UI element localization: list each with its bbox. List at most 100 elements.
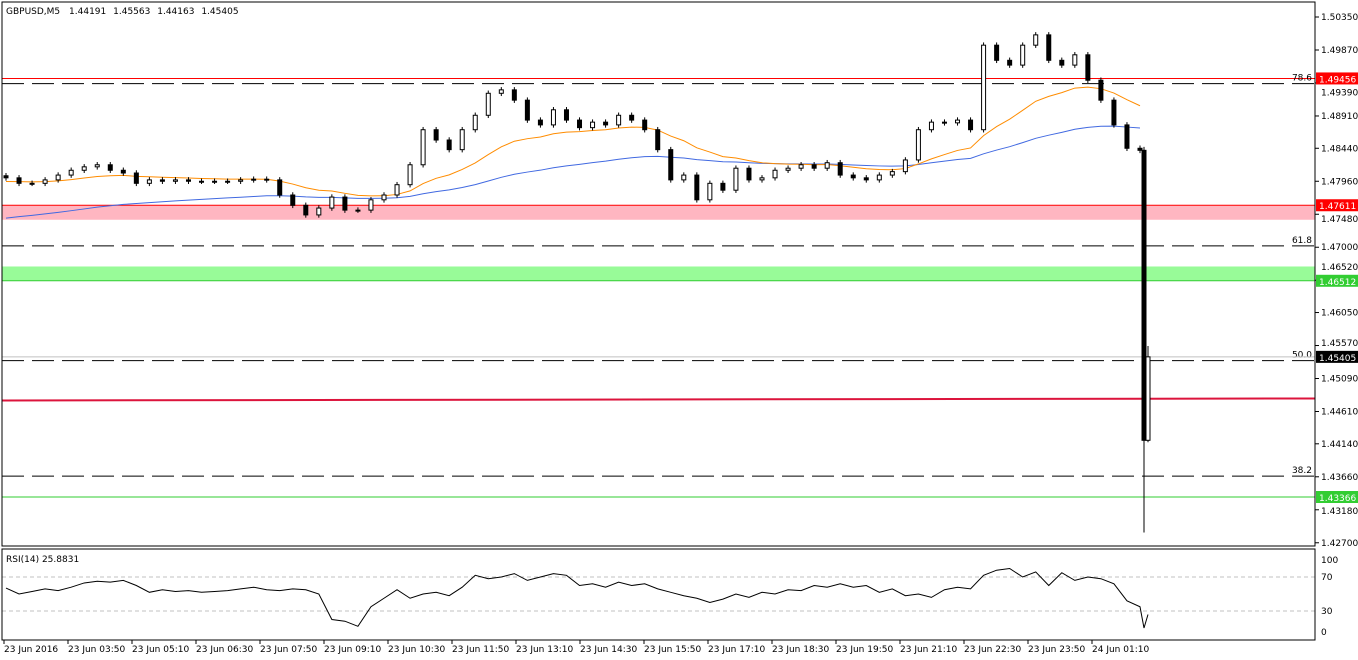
candle-bear: [577, 119, 583, 129]
candle-bull: [824, 162, 830, 169]
x-tick-label: 23 Jun 11:50: [452, 645, 509, 655]
x-tick-label: 23 Jun 23:50: [1028, 645, 1085, 655]
candle-bear: [159, 179, 165, 182]
candle-bear: [629, 114, 635, 121]
candle-bull: [1033, 34, 1039, 46]
candle-bear: [303, 204, 309, 216]
candle-bear: [120, 169, 126, 174]
candle-bull: [498, 89, 504, 94]
x-tick-label: 23 Jun 19:50: [836, 645, 893, 655]
candle-bear: [133, 172, 139, 184]
candle-bear: [524, 99, 530, 121]
fib-label: 78.6: [1292, 74, 1312, 84]
candle-bull: [616, 114, 622, 126]
candle-bull: [68, 169, 74, 176]
price-badge-1.46512-text: 1.46512: [1319, 278, 1356, 288]
candle-bull: [928, 121, 934, 131]
candle-bear: [811, 164, 817, 169]
price-badge-1.49456-text: 1.49456: [1319, 75, 1356, 85]
candle-bull: [368, 199, 374, 211]
y-tick-label: 1.49390: [1321, 88, 1358, 98]
candle-bull: [394, 184, 400, 196]
x-tick-label: 23 Jun 21:10: [900, 645, 957, 655]
candle-bear: [1007, 59, 1013, 66]
candle-bull: [381, 194, 387, 201]
x-tick-label: 23 Jun 13:10: [516, 645, 573, 655]
bid-badge: [1316, 350, 1358, 363]
candle-bear: [1098, 79, 1104, 101]
candle-bull: [889, 171, 895, 176]
x-tick-label: 23 Jun 10:30: [388, 645, 445, 655]
zone-1.47611: [2, 205, 1315, 220]
y-tick-label: 1.46050: [1321, 309, 1358, 319]
fast-ma-line: [5, 86, 1141, 197]
candle-bull: [355, 209, 361, 212]
x-tick-label: 23 Jun 22:30: [964, 645, 1021, 655]
y-tick-label: 1.47960: [1321, 177, 1358, 187]
fib-label: 50.0: [1292, 351, 1312, 361]
candle-bull: [772, 169, 778, 179]
candle-bull: [329, 196, 335, 209]
y-tick-label: 1.44610: [1321, 408, 1358, 418]
candle-bear: [694, 174, 700, 201]
y-tick-label: 1.47480: [1321, 215, 1358, 225]
y-tick-label: 1.43180: [1321, 507, 1358, 517]
candle-bear: [941, 121, 947, 124]
rsi-tick-label: 70: [1321, 573, 1333, 583]
bid-badge-text: 1.45405: [1319, 354, 1356, 364]
zone-1.46512: [2, 266, 1315, 281]
candle-bull: [733, 167, 739, 191]
candle-bull: [459, 129, 465, 151]
x-tick-label: 23 Jun 09:10: [324, 645, 381, 655]
candle-bull: [212, 180, 218, 183]
y-tick-label: 1.50350: [1321, 13, 1358, 23]
y-tick-label: 1.46520: [1321, 263, 1358, 273]
chart-header: GBPUSD,M5 1.44191 1.45563 1.44163 1.4540…: [6, 7, 239, 17]
candle-bull: [590, 121, 596, 129]
y-tick-label: 1.43660: [1321, 473, 1358, 483]
ohlc-close: 1.45405: [201, 7, 238, 17]
x-tick-label: 23 Jun 17:10: [708, 645, 765, 655]
candle-bull: [485, 92, 491, 116]
candle-bull: [981, 44, 987, 131]
x-tick-label: 23 Jun 03:50: [68, 645, 125, 655]
candle-bull: [1145, 356, 1151, 441]
candle-bear: [563, 109, 569, 121]
candle-bear: [850, 174, 856, 179]
candle-bull: [94, 164, 100, 168]
x-tick-label: 23 Jun 05:10: [132, 645, 189, 655]
y-tick-label: 1.49870: [1321, 46, 1358, 56]
x-tick-label: 23 Jun 18:30: [772, 645, 829, 655]
candle-bull: [29, 182, 35, 185]
candle-bull: [420, 129, 426, 166]
candle-bull: [681, 174, 687, 181]
price-badge-1.47611-text: 1.47611: [1319, 202, 1356, 212]
rsi-tick-label: 100: [1321, 556, 1338, 566]
candle-bull: [146, 179, 152, 184]
candle-bull: [199, 180, 205, 183]
candle-bull: [251, 178, 257, 181]
x-tick-label: 23 Jun 06:30: [196, 645, 253, 655]
candle-bull: [785, 167, 791, 171]
candle-bear: [863, 177, 869, 181]
candle-bear: [655, 129, 661, 151]
main-plot: 78.6 61.8 50.0 38.2: [1, 32, 1316, 533]
candle-bull: [902, 159, 908, 173]
rsi-tick-label: 30: [1321, 607, 1333, 617]
candle-bear: [16, 177, 22, 184]
candle-bear: [720, 182, 726, 191]
candle-bear: [642, 119, 648, 131]
candle-bull: [316, 207, 322, 216]
rsi-plot: [2, 567, 1315, 629]
x-tick-label: 24 Jun 01:10: [1092, 645, 1149, 655]
candle-bull: [225, 180, 231, 183]
price-badge-1.47611: [1316, 199, 1358, 212]
slow-ma-line: [5, 125, 1141, 219]
candle-bull: [707, 182, 713, 201]
candle-bull: [915, 129, 921, 161]
candle-bull: [759, 177, 765, 181]
price-badge-1.46512: [1316, 274, 1358, 287]
candle-bear: [433, 129, 439, 141]
